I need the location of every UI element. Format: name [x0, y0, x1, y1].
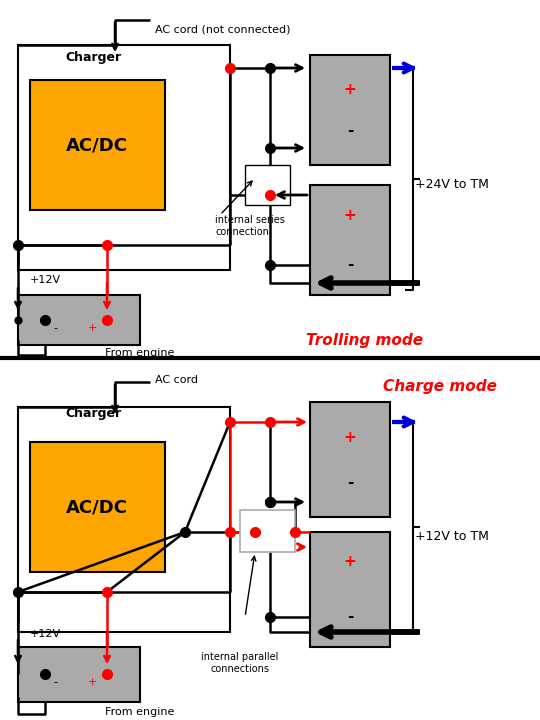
Text: internal parallel
connections: internal parallel connections: [201, 652, 279, 674]
Bar: [18, 45, 230, 270]
Text: AC/DC: AC/DC: [66, 498, 128, 516]
Text: Charger: Charger: [65, 52, 121, 65]
Text: +: +: [343, 554, 356, 570]
Text: +: +: [88, 323, 97, 333]
Text: -: -: [53, 677, 57, 687]
Bar: [30, 442, 165, 572]
Text: +12V: +12V: [30, 629, 61, 639]
Text: +: +: [343, 83, 356, 97]
Text: -: -: [347, 258, 353, 272]
Bar: [18, 647, 140, 702]
Text: -: -: [53, 323, 57, 333]
Bar: [18, 407, 230, 632]
Bar: [310, 55, 390, 165]
Text: +24V to TM: +24V to TM: [415, 179, 489, 192]
Text: internal series
connection: internal series connection: [215, 215, 285, 237]
Text: AC cord: AC cord: [155, 375, 198, 385]
Text: From engine: From engine: [105, 707, 174, 717]
Text: -: -: [347, 474, 353, 490]
Text: +12V to TM: +12V to TM: [415, 531, 489, 544]
Text: Charge mode: Charge mode: [383, 379, 497, 395]
Bar: [30, 80, 165, 210]
Text: From engine: From engine: [105, 348, 174, 358]
Bar: [310, 532, 390, 647]
Text: -: -: [347, 610, 353, 624]
Bar: [240, 510, 295, 552]
Bar: [310, 185, 390, 295]
Bar: [245, 165, 290, 205]
Bar: [310, 402, 390, 517]
Text: AC cord (not connected): AC cord (not connected): [155, 25, 291, 35]
Text: +12V: +12V: [30, 275, 61, 285]
Text: -: -: [347, 122, 353, 138]
Text: +: +: [343, 207, 356, 222]
Text: +: +: [343, 430, 356, 444]
Text: AC/DC: AC/DC: [66, 136, 128, 154]
Text: Charger: Charger: [65, 408, 121, 420]
Bar: [18, 295, 140, 345]
Text: Trolling mode: Trolling mode: [306, 333, 423, 348]
Text: +: +: [88, 677, 97, 687]
